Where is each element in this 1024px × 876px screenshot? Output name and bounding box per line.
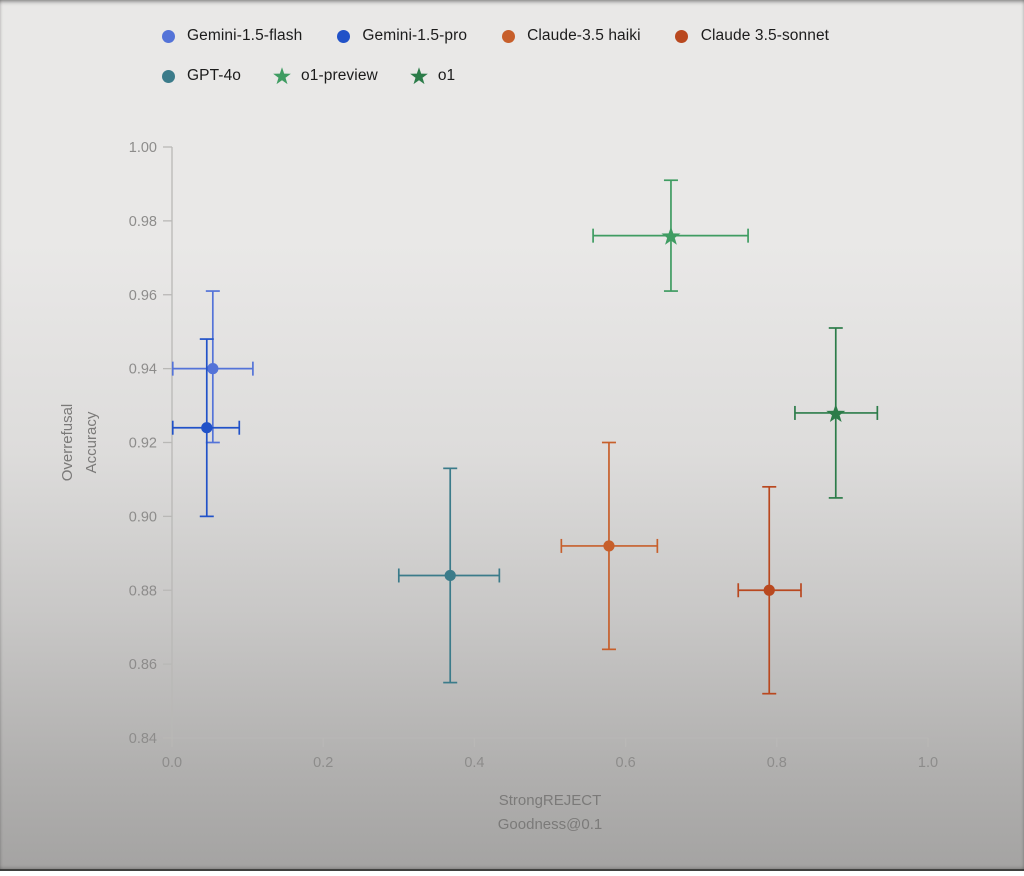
series-o1	[794, 327, 879, 499]
data-point-claude-3-5-sonnet	[763, 584, 775, 596]
star-marker-icon	[409, 66, 429, 86]
x-tick-label: 0.2	[313, 755, 333, 771]
star-marker-icon	[272, 66, 292, 86]
y-tick-label: 0.84	[129, 731, 157, 747]
legend-row-2: GPT-4o o1-preview o1	[158, 66, 829, 86]
legend-item-claude-3-5-haiki: Claude-3.5 haiki	[498, 26, 641, 46]
legend-label: Claude-3.5 haiki	[527, 27, 641, 44]
data-point-gemini-1-5-pro	[201, 422, 213, 434]
legend-label: Claude 3.5-sonnet	[700, 27, 830, 44]
x-axis-ticks: 0.0 0.2 0.4 0.6 0.8 1.0	[162, 738, 938, 771]
series-claude-3-5-haiki	[560, 441, 659, 651]
data-point-claude-3-5-haiki	[603, 540, 615, 552]
series-gemini-1-5-flash	[171, 290, 254, 444]
svg-text:Accuracy: Accuracy	[83, 411, 100, 473]
svg-text:StrongREJECT: StrongREJECT	[499, 792, 602, 809]
circle-marker-icon	[158, 66, 178, 86]
x-tick-label: 0.4	[464, 755, 484, 771]
axes	[171, 147, 928, 739]
legend-item-o1: o1	[409, 66, 455, 86]
y-tick-label: 0.94	[129, 362, 157, 378]
x-tick-label: 0.8	[767, 755, 787, 771]
legend-item-gemini-1-5-pro: Gemini-1.5-pro	[333, 26, 467, 46]
legend-label: Gemini-1.5-flash	[187, 27, 303, 44]
y-tick-label: 0.90	[129, 509, 157, 525]
legend-label: o1	[437, 67, 456, 84]
y-axis-ticks: 0.84 0.86 0.88 0.90 0.92 0.94 0.96 0.98 1.00	[129, 140, 172, 747]
y-tick-label: 0.92	[129, 436, 157, 452]
series-gemini-1-5-pro	[171, 338, 241, 518]
y-tick-label: 1.00	[129, 140, 157, 156]
data-point-gemini-1-5-flash	[207, 363, 219, 375]
data-point-o1-preview	[661, 226, 681, 245]
legend-label: o1-preview	[301, 67, 378, 84]
legend-label: Gemini-1.5-pro	[362, 27, 468, 44]
circle-marker-icon	[333, 26, 353, 46]
data-point-o1	[826, 403, 846, 423]
legend-item-claude-3-5-sonnet: Claude 3.5-sonnet	[672, 26, 829, 46]
x-axis-title: StrongREJECT Goodness@0.1	[498, 792, 602, 833]
svg-text:Overrefusal: Overrefusal	[59, 404, 76, 482]
y-tick-label: 0.98	[129, 214, 157, 230]
circle-marker-icon	[498, 26, 518, 46]
legend-row-1: Gemini-1.5-flash Gemini-1.5-pro Claude-3…	[158, 26, 829, 46]
series-o1-preview	[592, 179, 749, 292]
y-tick-label: 0.86	[129, 657, 157, 673]
legend-item-gpt-4o: GPT-4o	[158, 66, 241, 86]
series-gpt-4o	[397, 467, 501, 684]
legend-item-gemini-1-5-flash: Gemini-1.5-flash	[158, 26, 302, 46]
data-point-gpt-4o	[444, 569, 456, 582]
circle-marker-icon	[158, 26, 178, 46]
y-axis-title: Overrefusal Accuracy	[59, 404, 100, 482]
legend: Gemini-1.5-flash Gemini-1.5-pro Claude-3…	[158, 26, 829, 86]
legend-label: GPT-4o	[187, 67, 242, 84]
x-tick-label: 1.0	[918, 755, 938, 771]
y-tick-label: 0.96	[129, 288, 157, 304]
x-tick-label: 0.0	[162, 755, 182, 771]
series-claude-3-5-sonnet	[737, 485, 802, 695]
legend-item-o1-preview: o1-preview	[272, 66, 378, 86]
y-tick-label: 0.88	[129, 583, 157, 599]
circle-marker-icon	[672, 26, 692, 46]
x-tick-label: 0.6	[616, 755, 636, 771]
svg-text:Goodness@0.1: Goodness@0.1	[498, 816, 602, 833]
